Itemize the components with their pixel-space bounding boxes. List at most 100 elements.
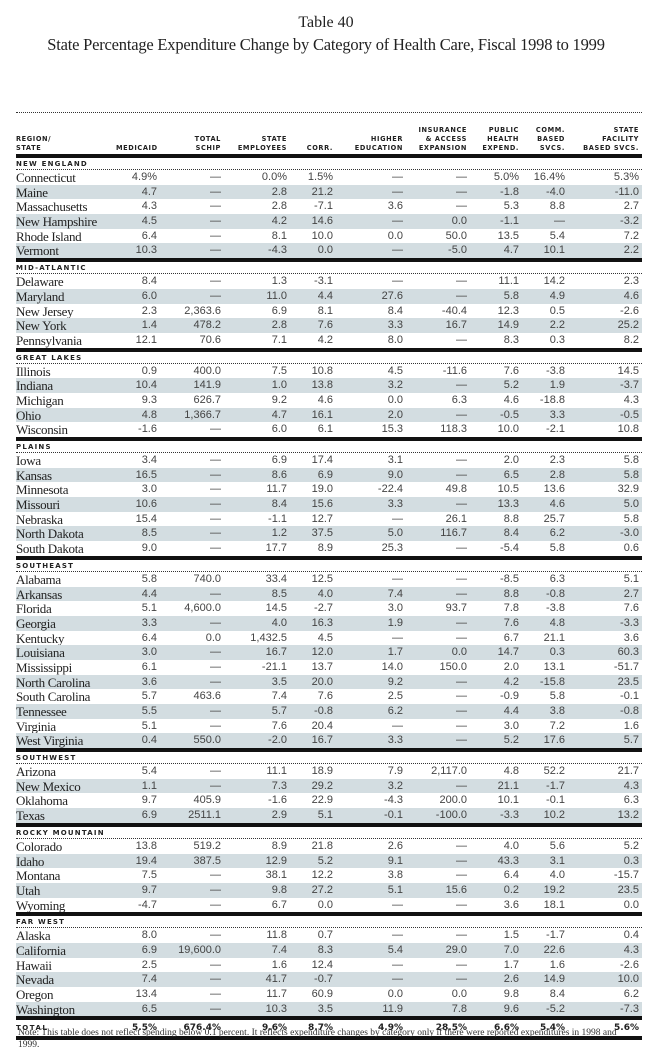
cell-value: 13.8 [135,839,157,852]
cell-value: 0.0 [387,393,403,406]
cell-value: 8.6 [271,468,287,481]
cell-value: 16.7 [265,646,287,659]
cell-value: 6.4 [141,631,157,644]
cell-value: -0.5 [620,408,639,421]
cell-value: -0.1 [620,690,639,703]
cell-value: 8.5 [271,587,287,600]
cell-value: 14.0 [381,660,403,673]
cell-value: 12.5 [311,572,333,585]
cell-value: 7.4 [271,690,287,703]
cell-value: 12.2 [311,869,333,882]
table-title: State Percentage Expenditure Change by C… [47,35,605,54]
cell-value: 7.4 [141,973,157,986]
cell-value: 4.7 [141,185,157,198]
cell-value: — [210,185,221,198]
table-body: NEW ENGLAND Connecticut 4.9% — 0.0% 1.5% — — 5.0… [16,154,642,1041]
thick-rule [16,1016,642,1021]
cell-value: 6.2 [549,527,565,540]
cell-value: -2.1 [546,423,565,436]
cell-value: 9.7 [141,794,157,807]
cell-value: 5.1 [141,602,157,615]
cell-value: 13.5 [497,229,519,242]
column-header: COMM. BASED SVCS. [535,126,565,152]
state-name: New Hampshire [16,214,97,229]
cell-value: 3.3 [387,498,403,511]
table-row: Kentucky 6.4 0.0 1,432.5 4.5 — — 6.7 21.1 3.6 [16,631,642,646]
total-value: 9.6% [262,1023,287,1034]
cell-value: -2.7 [314,602,333,615]
cell-value: 0.3 [549,333,565,346]
cell-value: 32.9 [617,483,639,496]
state-name: Mississippi [16,659,72,675]
cell-value: 13.7 [311,660,333,673]
table-row: Washington 6.5 — 10.3 3.5 11.9 7.8 9.6 -5.2 -7.3 [16,1001,642,1017]
cell-value: -0.5 [500,408,519,421]
cell-value: 1.6 [549,958,565,971]
cell-value: 4.2 [271,215,287,228]
cell-value: — [392,512,403,525]
cell-value: — [456,408,467,421]
cell-value: 4.0 [271,616,287,629]
cell-value: 21.1 [543,631,565,644]
column-header: STATE FACILITY BASED SVCS. [583,126,639,152]
cell-value: 7.8 [503,602,519,615]
cell-value: 9.8 [271,883,287,896]
column-header: MEDICAID [116,144,158,152]
cell-value: — [210,171,221,183]
cell-value: 2.3 [141,304,157,317]
cell-value: — [392,973,403,986]
cell-value: 626.7 [193,393,221,406]
table-row: Wyoming -4.7 — 6.7 0.0 — — 3.6 18.1 0.0 [16,898,642,913]
cell-value: 4.3 [623,779,639,792]
cell-value: — [210,244,221,257]
cell-value: 5.2 [503,734,519,747]
cell-value: 5.8 [549,542,565,555]
state-name: Delaware [16,274,64,289]
cell-value: 7.1 [271,333,287,346]
cell-value: — [210,869,221,882]
state-name: Idaho [16,853,45,869]
cell-value: 6.3 [623,794,639,807]
cell-value: 6.2 [623,988,639,1000]
state-name: Kentucky [16,630,65,646]
state-name: Maryland [16,288,65,304]
cell-value: 2.2 [549,319,565,332]
cell-value: 43.3 [497,854,519,867]
cell-value: 29.2 [311,779,333,792]
cell-value: 6.5 [503,468,519,481]
cell-value: 2.5 [387,690,403,703]
cell-value: 8.8 [503,512,519,525]
cell-value: 60.9 [311,988,333,1000]
cell-value: 6.3 [451,393,467,406]
cell-value: 7.6 [503,616,519,629]
table-row: California 6.9 19,600.0 7.4 8.3 5.4 29.0 7.0 22.… [16,942,642,958]
cell-value: 141.9 [193,379,221,392]
cell-value: 14.5 [617,364,639,377]
table-row: Massachusetts 4.3 — 2.8 -7.1 3.6 — 5.3 8.8 2.7 [16,199,642,215]
cell-value: 6.7 [503,631,519,644]
state-name: Vermont [16,243,59,259]
table-row: Vermont 10.3 — -4.3 0.0 — -5.0 4.7 10.1 2.2 [16,243,642,259]
cell-value: — [210,1002,221,1015]
cell-value: — [210,929,221,942]
cell-value: — [456,333,467,346]
region-header: PLAINS [16,443,52,451]
cell-value: 3.2 [387,379,403,392]
cell-value: 7.6 [317,319,333,332]
state-name: Nebraska [16,511,63,527]
cell-value: — [392,719,403,732]
cell-value: 41.7 [265,973,287,986]
cell-value: -2.0 [268,734,287,747]
cell-value: — [456,542,467,555]
cell-value: 60.3 [617,646,639,659]
cell-value: 6.0 [271,423,287,436]
cell-value: 26.1 [445,512,467,525]
state-name: North Carolina [16,674,91,690]
cell-value: 8.4 [271,498,287,511]
state-name: Hawaii [16,957,52,973]
cell-value: 4.9 [549,289,565,302]
cell-value: — [210,898,221,911]
cell-value: 21.7 [617,765,639,778]
state-name: New Jersey [16,303,74,319]
cell-value: 0.6 [623,542,639,555]
